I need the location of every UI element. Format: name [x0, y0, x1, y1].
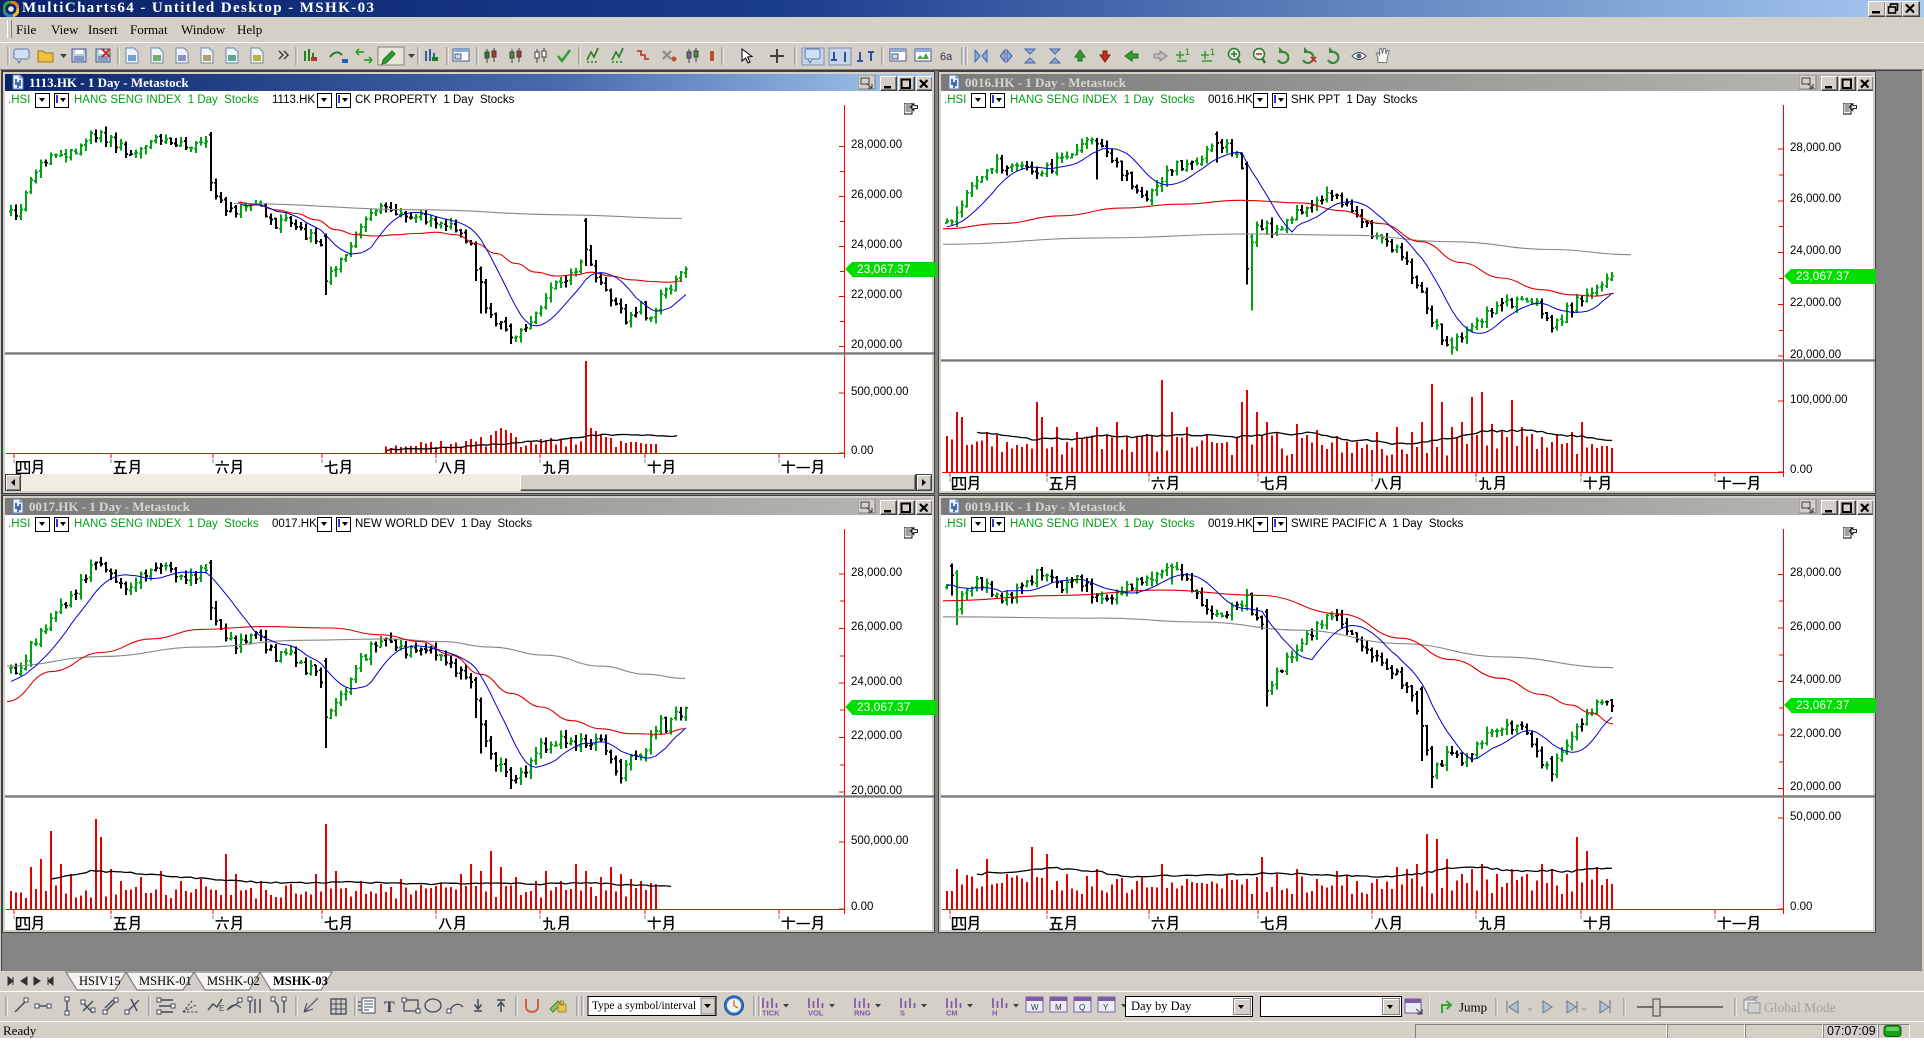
svg-text:Y: Y [1103, 1003, 1109, 1012]
svg-text:M: M [1055, 1003, 1062, 1012]
svg-text:Q: Q [1079, 1003, 1085, 1012]
svg-text:RNG: RNG [854, 1009, 871, 1018]
svg-text:6a: 6a [940, 51, 953, 63]
svg-text:H: H [992, 1009, 997, 1018]
svg-text:VOL: VOL [808, 1009, 824, 1018]
svg-text:T: T [384, 999, 395, 1016]
svg-text:Jump: Jump [1459, 1000, 1487, 1015]
svg-text:1: 1 [1210, 47, 1215, 57]
svg-text:W: W [1031, 1003, 1039, 1012]
svg-text:Type a symbol/interval: Type a symbol/interval [592, 1000, 696, 1012]
svg-text:CM: CM [946, 1009, 958, 1018]
svg-text:E: E [219, 1004, 224, 1013]
svg-text:TICK: TICK [762, 1009, 780, 1018]
svg-text:Global Mode: Global Mode [1764, 1000, 1836, 1015]
svg-text:1: 1 [1185, 47, 1190, 57]
svg-text:S: S [900, 1009, 905, 1018]
